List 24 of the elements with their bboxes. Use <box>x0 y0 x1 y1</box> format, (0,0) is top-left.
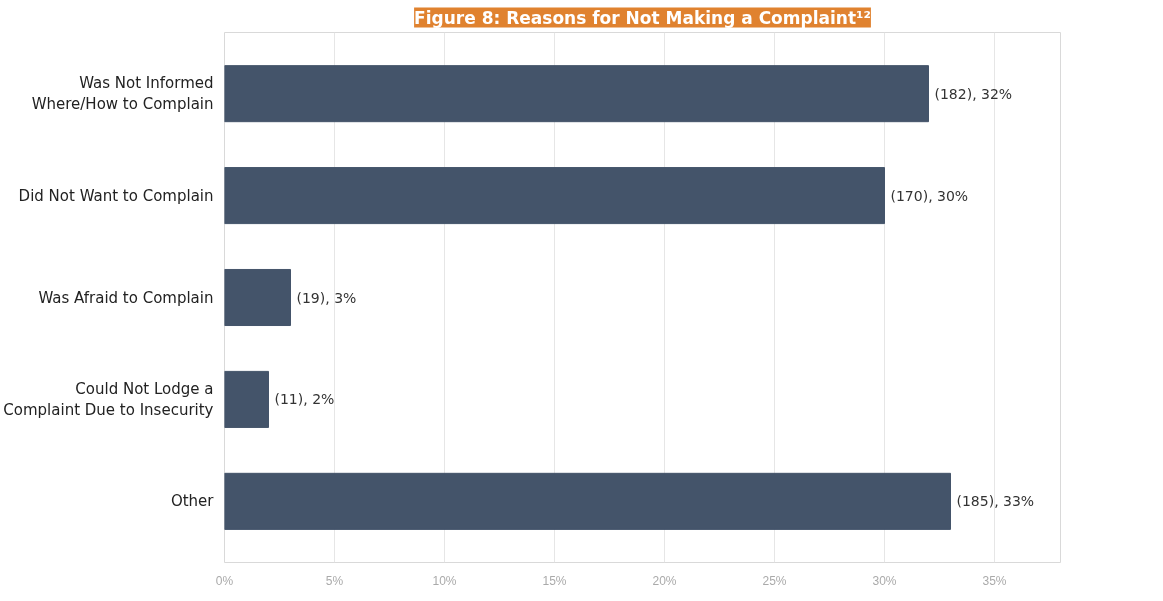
x-tick-label: 30% <box>872 573 897 588</box>
data-label: (185), 33% <box>956 493 1035 510</box>
x-tick-label: 25% <box>762 573 787 588</box>
data-label: (19), 3% <box>296 289 357 306</box>
bar <box>224 370 269 428</box>
bar <box>224 268 291 327</box>
data-label: (11), 2% <box>274 391 335 408</box>
x-tick-label: 15% <box>542 573 567 588</box>
bar <box>224 472 951 530</box>
x-tick-label: 35% <box>982 573 1007 588</box>
data-label: (182), 32% <box>934 85 1013 102</box>
x-tick-label: 10% <box>432 573 457 588</box>
y-tick-label: Did Not Want to Complain <box>18 186 214 205</box>
y-tick-label: Could Not Lodge a Complaint Due to Insecurity <box>3 379 214 420</box>
data-label: (170), 30% <box>890 187 969 204</box>
bar <box>224 65 929 123</box>
y-tick-label: Was Not Informed Where/How to Complain <box>31 73 214 114</box>
bar <box>224 167 885 225</box>
x-tick-label: 5% <box>325 573 344 588</box>
y-tick-label: Was Afraid to Complain <box>38 288 214 307</box>
y-tick-label: Other <box>170 492 215 511</box>
x-tick-label: 0% <box>215 573 234 588</box>
chart-title: Figure 8: Reasons for Not Making a Complaint¹² <box>414 7 871 28</box>
x-tick-label: 20% <box>652 573 677 588</box>
